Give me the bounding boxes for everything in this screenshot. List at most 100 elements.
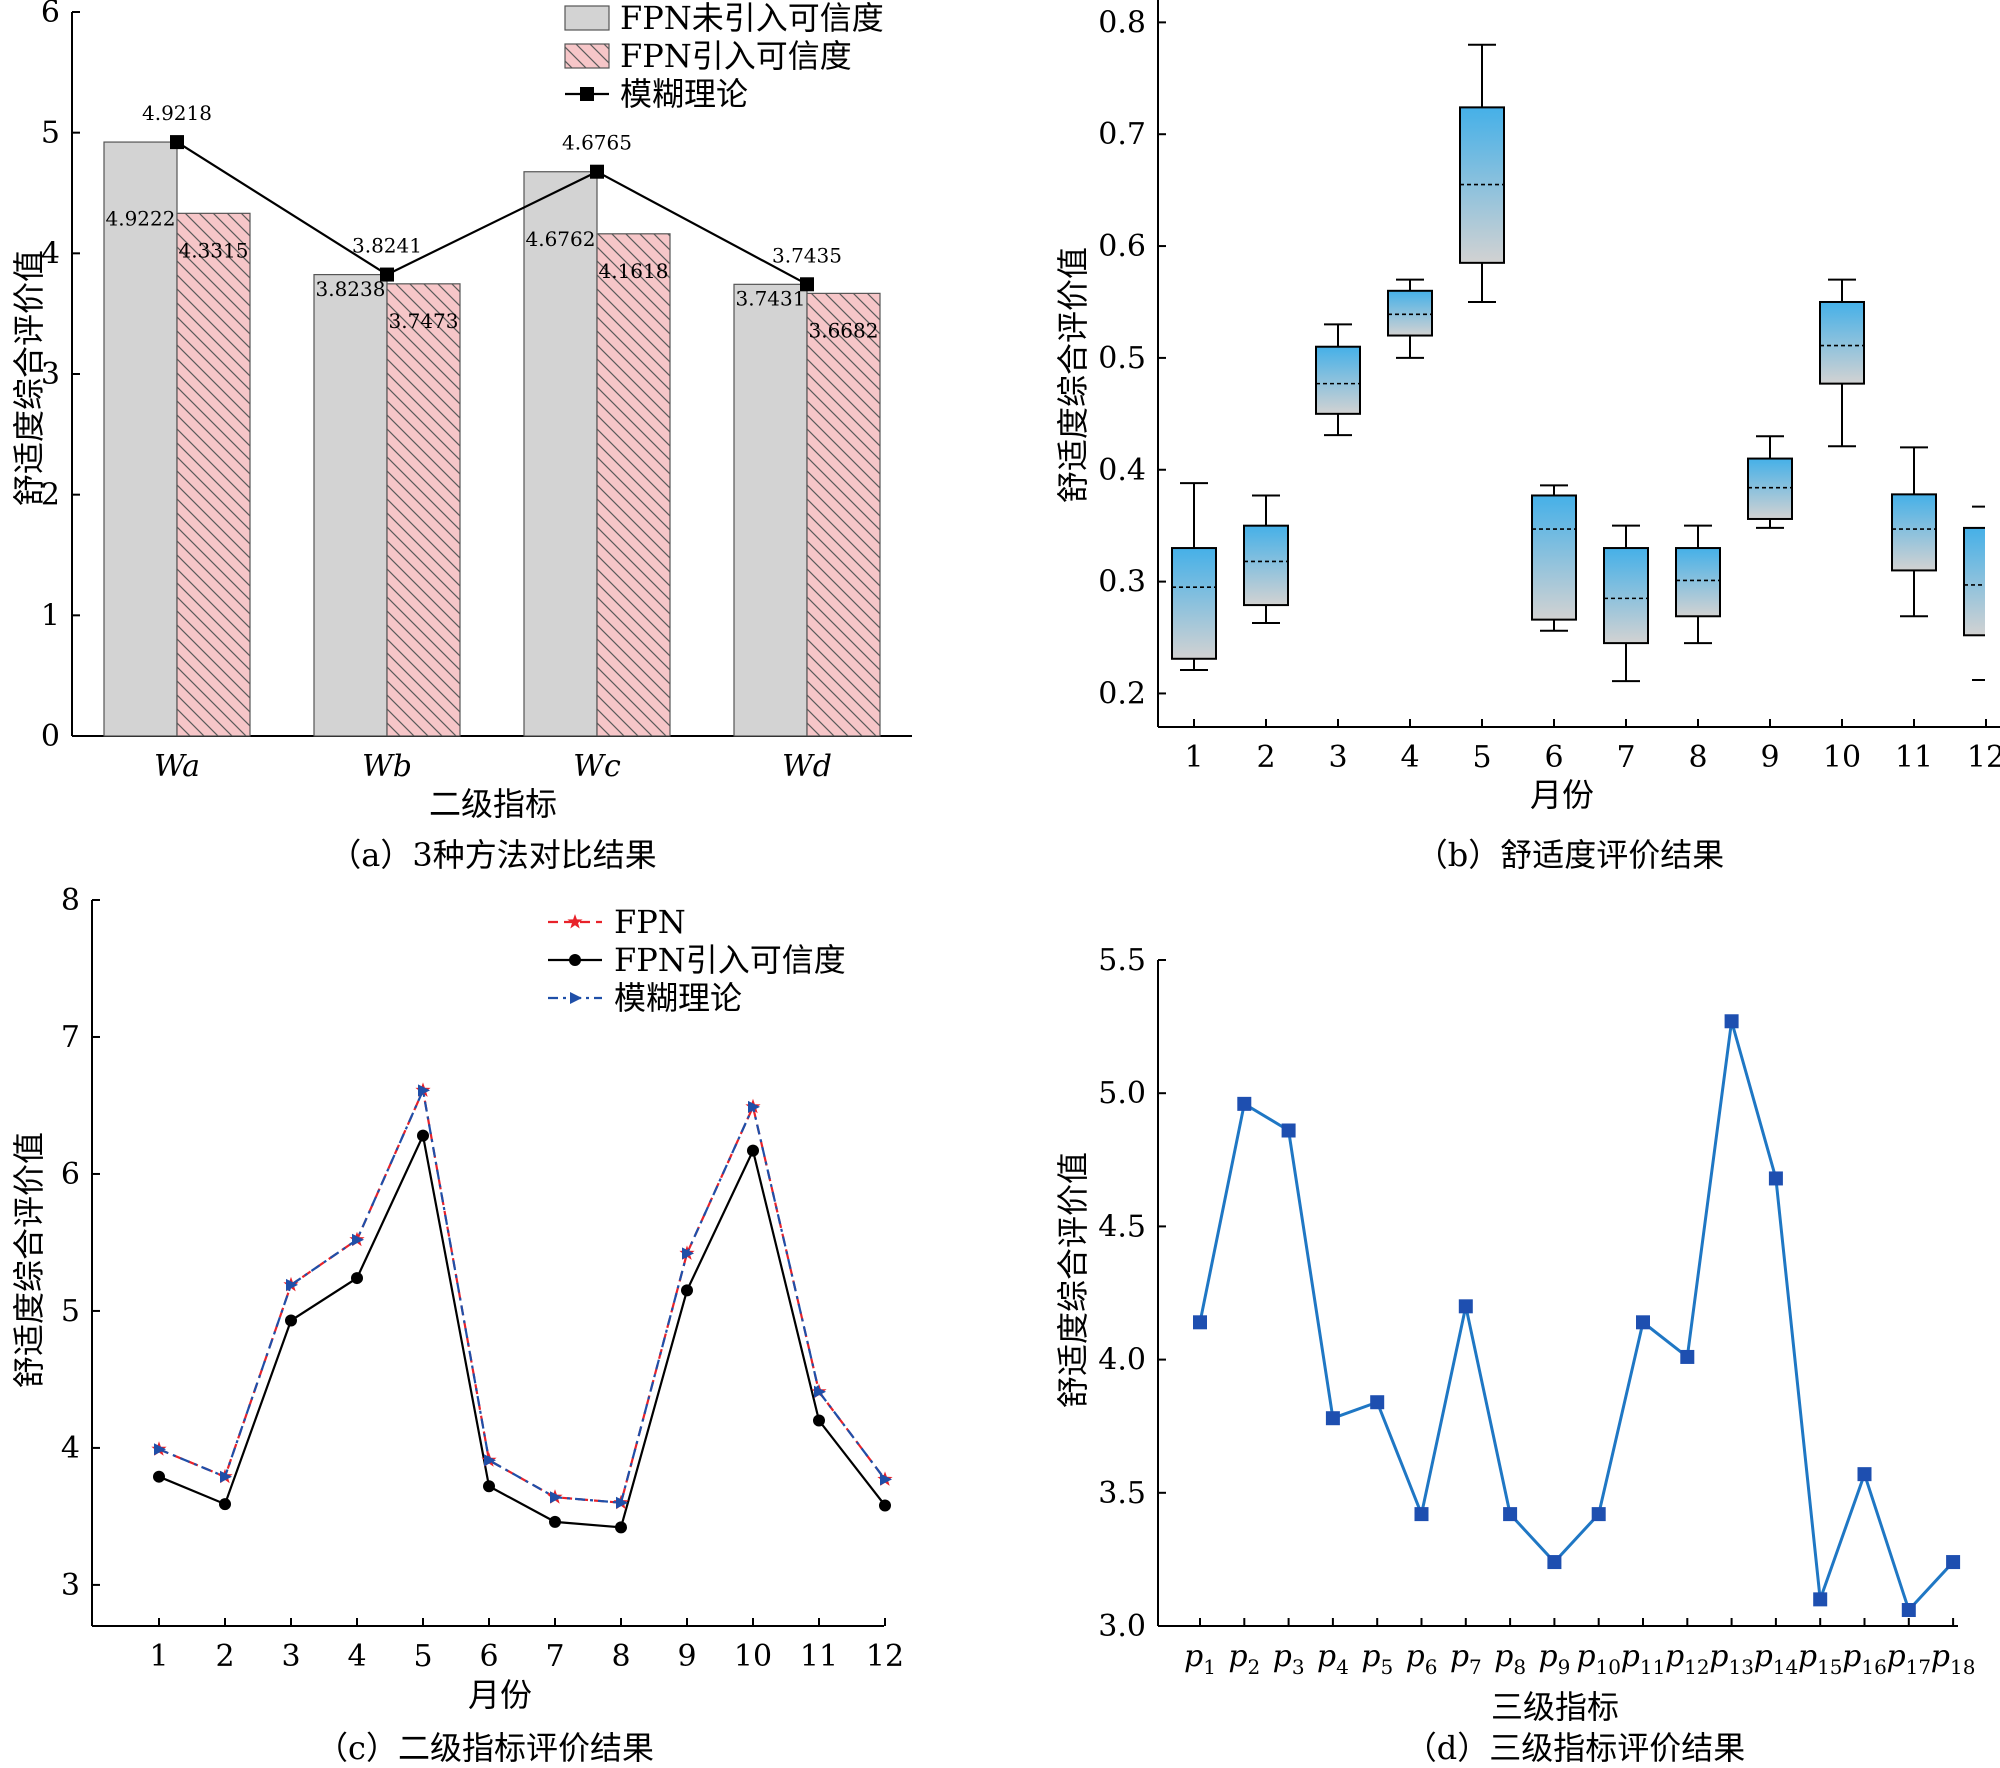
series-marker-1 [153,1470,165,1483]
series-marker-1 [219,1498,231,1511]
bar-fpn-no-credibility [733,283,808,737]
fuzzy-theory-label: 4.6765 [562,131,632,155]
chart-c-y-tick-label: 5 [61,1294,80,1329]
chart-b-x-tick-label: 8 [1688,740,1707,775]
chart-b-y-tick-label: 0.6 [1098,229,1146,264]
legend-marker-1 [569,954,581,966]
chart-a-y-tick-label: 6 [41,0,60,30]
bar-fpn-no-credibility-label: 3.8238 [316,277,386,301]
index-marker [1591,1507,1606,1522]
chart-c-y-tick-label: 3 [61,1568,80,1603]
chart-b-y-tick-label: 0.4 [1098,453,1146,488]
legend-marker-2 [570,992,582,1004]
chart-c-ylabel: 舒适度综合评价值 [10,1132,48,1388]
chart-d-y-tick-label: 3.5 [1098,1476,1146,1511]
series-marker-1 [483,1480,495,1493]
index-marker [1724,1014,1739,1029]
chart-a-y-tick-label: 1 [41,598,60,633]
chart-d-x-tick-label: p11 [1621,1639,1666,1679]
series-marker-1 [747,1144,759,1157]
box-iqr [1819,300,1865,385]
bar-fpn-no-credibility-label: 3.7431 [736,286,806,310]
chart-a-ylabel: 舒适度综合评价值 [10,250,48,506]
chart-d-x-tick-label: p6 [1406,1639,1438,1679]
series-marker-1 [285,1314,297,1327]
chart-c-x-tick-label: 3 [281,1639,300,1674]
box-iqr [1603,547,1649,645]
chart-a-line: 4.9218 3.8241 4.6765 3.7435 [142,101,842,292]
bar-fpn-credibility [176,212,251,737]
box-iqr [1171,547,1217,660]
chart-d-x-tick-label: p8 [1494,1639,1526,1679]
index-marker [1237,1096,1252,1111]
chart-b-x-tick-label: 6 [1544,740,1563,775]
bar-fpn-no-credibility [523,171,598,737]
box-iqr [1963,526,1985,637]
chart-c-x-tick-label: 9 [677,1639,696,1674]
chart-c-y-tick-label: 6 [61,1157,80,1192]
index-marker [1503,1507,1518,1522]
fuzzy-theory-label: 4.9218 [142,101,212,125]
chart-b-ylabel: 舒适度综合评价值 [1054,247,1092,503]
series-marker-2 [814,1385,826,1398]
chart-a-x-tick-label: Wc [573,749,621,784]
bar-fpn-credibility-label: 3.7473 [389,309,459,333]
box-iqr [1387,289,1433,337]
chart-c-y-tick-label: 7 [61,1020,80,1055]
legend-swatch-fpn-no-credibility [564,5,610,31]
box-iqr [1747,457,1793,520]
chart-d-x-tick-label: p10 [1576,1639,1621,1679]
chart-b-x-tick-label: 4 [1400,740,1419,775]
chart-d-x-tick-label: p1 [1184,1639,1216,1679]
box-iqr [1891,493,1937,572]
chart-d-x-tick-label: p5 [1361,1639,1393,1679]
chart-d-ylabel: 舒适度综合评价值 [1054,1152,1092,1408]
series-marker-2 [286,1278,298,1291]
chart-c-x-tick-label: 12 [866,1639,904,1674]
bar-fpn-credibility [806,292,881,737]
chart-a-y-tick-label: 2 [41,478,60,513]
chart-b: 0.20.30.40.50.60.70.81 2 3 4 5 6 7 8 9 10 11 12 月份 … [1054,0,2000,874]
bar-fpn-no-credibility [103,141,178,737]
chart-b-x-tick-label: 5 [1472,740,1491,775]
chart-d-x-tick-label: p16 [1842,1639,1887,1679]
chart-b-y-tick-label: 0.3 [1098,565,1146,600]
chart-a-x-tick-label: Wb [362,749,412,784]
chart-b-x-tick-label: 11 [1895,740,1933,775]
chart-c-x-tick-label: 7 [545,1639,564,1674]
series-line-0 [158,1086,886,1504]
legend-label-1: FPN引入可信度 [614,941,846,979]
chart-b-x-tick-label: 10 [1823,740,1861,775]
chart-a-y-tick-label: 0 [41,719,60,754]
index-marker [1813,1592,1828,1607]
chart-d-axes: 3.03.54.04.55.05.5p1 p2 p3 p4 p5 p6 p7 p8 p9 p10 p… [1098,943,1975,1679]
index-marker [1901,1603,1916,1618]
index-marker [1193,1315,1207,1330]
chart-d-xlabel: 三级指标 [1491,1688,1619,1726]
index-line [1198,1020,1955,1613]
chart-c-x-tick-label: 10 [734,1639,772,1674]
bar-fpn-credibility [596,233,671,737]
series-marker-1 [813,1414,825,1427]
bar-fpn-no-credibility-label: 4.9222 [106,206,176,230]
chart-a-x-tick-label: Wa [154,749,200,784]
chart-b-x-tick-label: 12 [1967,740,2000,775]
chart-b-y-tick-label: 0.2 [1098,676,1146,711]
series-marker-1 [879,1499,891,1512]
chart-a-y-tick-label: 5 [41,116,60,151]
bar-fpn-no-credibility-label: 4.6762 [526,227,596,251]
chart-c-y-tick-label: 4 [61,1431,80,1466]
chart-a-caption: （a）3种方法对比结果 [329,836,656,874]
chart-d-y-tick-label: 5.5 [1098,943,1146,978]
fuzzy-theory-label: 3.7435 [772,243,842,267]
index-marker [1857,1467,1872,1482]
index-marker [1325,1411,1340,1426]
box-iqr [1675,547,1721,618]
chart-a-x-tick-label: Wd [782,749,832,784]
series-marker-1 [681,1284,693,1297]
index-marker [1946,1555,1961,1570]
legend-label-0: FPN [614,903,686,941]
